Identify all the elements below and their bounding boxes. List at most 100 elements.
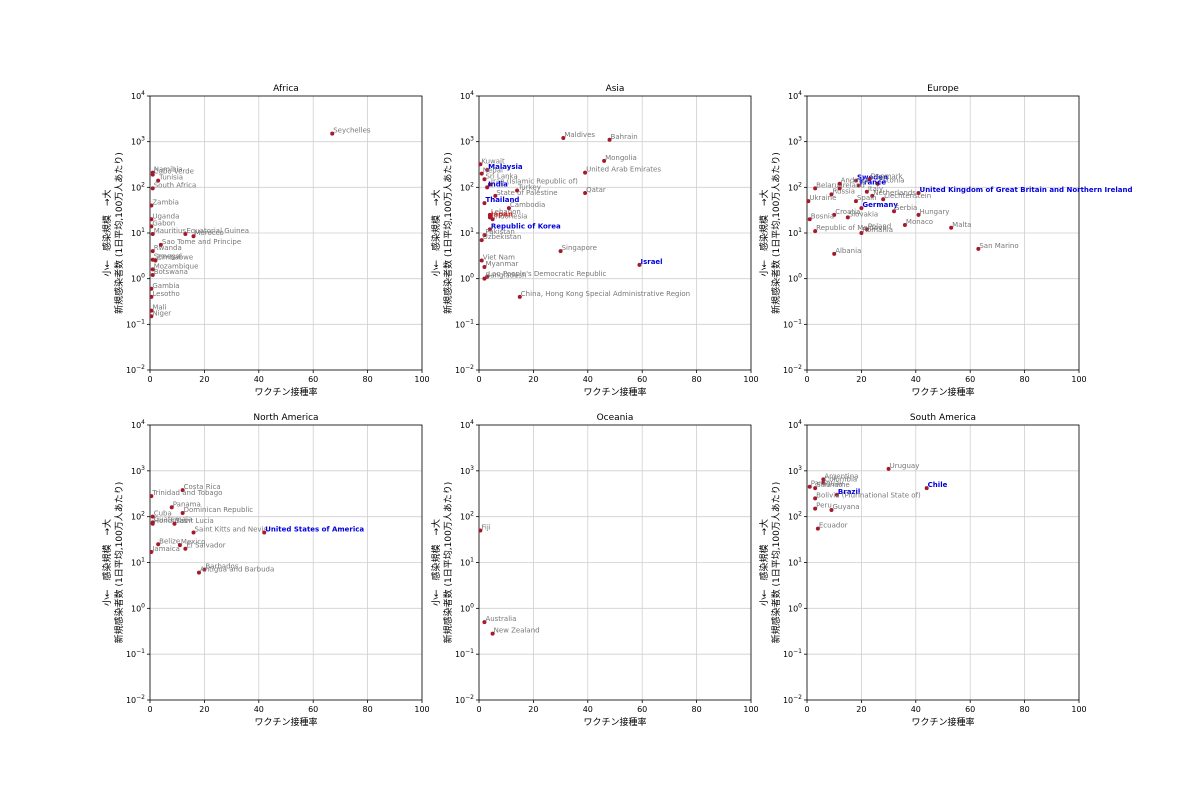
data-point-label: Estonia [879,177,905,185]
x-tick-label: 20 [199,705,209,714]
x-tick-label: 80 [363,375,373,384]
data-point-label: Singapore [562,244,597,252]
data-point [149,286,154,291]
data-point-label: Germany [862,201,898,209]
data-point [886,466,891,471]
y-tick-label: 102 [131,181,145,192]
x-tick-label: 60 [637,705,647,714]
data-point [506,206,511,211]
data-point [813,186,818,191]
x-tick-label: 60 [308,375,318,384]
data-point [478,162,483,167]
data-point-label: San Marino [979,242,1018,250]
data-point [892,209,897,214]
data-point-label: State of Palestine [496,189,557,197]
y-tick-label: 104 [131,90,145,101]
y-tick-label: 104 [460,90,474,101]
chart-panel-africa: 0 20 40 60 80 100 10−2 10−1 100 101 102 103 104 Afric… [101,84,430,398]
data-point [177,543,182,548]
x-tick-label: 100 [743,705,758,714]
data-point-label: Panama [173,500,201,508]
data-point [262,530,267,535]
data-point [864,189,869,194]
data-point [482,233,487,238]
y-tick-label: 103 [131,465,145,476]
data-point-label: Senegal [154,253,182,261]
data-point [149,549,154,554]
x-tick-label: 60 [637,375,647,384]
data-point-label: Myanmar [485,260,518,268]
data-point-label: Liechtenstein [884,192,931,200]
data-point [607,137,612,142]
y-tick-label: 100 [460,602,474,613]
data-point [172,521,177,526]
y-tick-label: 100 [131,602,145,613]
x-tick-label: 40 [911,705,921,714]
data-point [837,181,842,186]
data-point [150,514,155,519]
y-tick-label: 101 [788,557,802,568]
plot-frame [478,95,752,371]
data-point-label: Guyana [832,503,859,511]
data-point-label: Croatia [835,208,860,216]
data-point [485,185,490,190]
data-point-label: Cambodia [510,201,545,209]
y-tick-label: 103 [460,465,474,476]
data-point-label: Belarus [816,181,843,189]
x-tick-label: 40 [254,375,264,384]
data-point-label: Kuwait [481,157,505,165]
data-point-label: El Salvador [186,542,225,550]
data-point [180,511,185,516]
data-point [602,158,607,163]
data-point-label: Slovakia [849,210,878,218]
chart-title: South America [910,413,976,423]
y-tick-label: 10−2 [126,694,145,705]
data-point-label: Cuba [154,510,172,518]
data-point-label: Gambia [152,282,179,290]
y-tick-label: 103 [788,136,802,147]
data-point [482,177,487,182]
plot-frame [478,424,752,701]
data-point [485,167,490,172]
data-point-label: Poland [868,222,891,230]
data-point-label: Saint Kitts and Nevis [195,526,268,534]
data-point [479,258,484,263]
data-point-label: Argentina [824,472,858,480]
x-tick-label: 60 [965,705,975,714]
y-tick-label: 100 [788,602,802,613]
data-point-label: Tunisia [158,174,183,182]
data-point-label: United States of America [265,526,364,534]
data-point [806,199,811,204]
y-tick-label: 103 [131,136,145,147]
data-point-label: United Arab Emirates [586,166,661,174]
data-point [881,197,886,202]
data-point [482,201,487,206]
data-point [515,188,520,193]
x-tick-label: 80 [363,705,373,714]
x-axis-label: ワクチン接種率 [583,386,646,398]
data-point-label: Indonesia [494,212,528,220]
data-point [490,631,495,636]
data-point [813,506,818,511]
data-point [902,222,907,227]
data-point-label: Denmark [871,172,904,180]
data-point [856,183,861,188]
chart-panel-south-america: 0 20 40 60 80 100 10−2 10−1 100 101 102 103 104 South… [758,413,1087,728]
data-point-label: Ecuador [819,522,848,530]
data-point-label: Chile [928,481,948,489]
data-point [156,542,161,547]
data-point [150,521,155,526]
data-point-label: Thailand [485,196,519,204]
data-point [859,231,864,235]
y-axis-label: 小← 感染規模 →大 [758,189,770,276]
y-axis-label: 新規感染者数 (1日平均,100万人あたり) [770,482,782,644]
data-point [156,178,161,183]
y-tick-label: 101 [460,227,474,238]
data-point-label: Italy [868,185,883,193]
data-point-label: Antigua and Barbuda [200,566,274,574]
data-point [821,477,826,482]
data-point [180,488,185,493]
y-tick-label: 102 [788,511,802,522]
chart-title: North America [253,413,318,423]
data-point [561,136,566,141]
